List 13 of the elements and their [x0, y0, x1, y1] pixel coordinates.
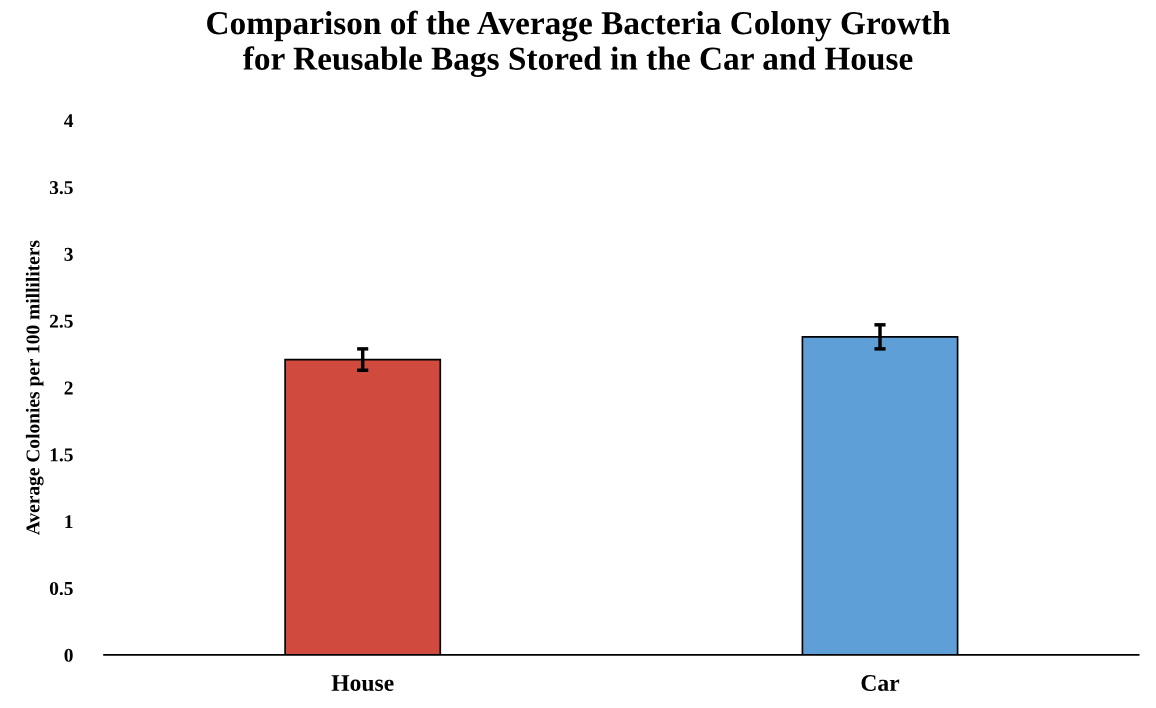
- y-tick-label: 1.5: [50, 448, 73, 462]
- y-tick-label: 1: [65, 515, 73, 529]
- x-tick-label: House: [331, 675, 394, 692]
- y-axis-title: Average Colonies per 100 milliliters: [25, 240, 44, 536]
- y-tick-label: 0: [64, 648, 73, 662]
- x-tick-label: Car: [861, 675, 900, 691]
- chart-title: Comparison of the Average Bacteria Colony Growth for Reusable Bags Stored in the Car and House: [207, 10, 950, 77]
- y-tick-label: 4: [64, 114, 74, 128]
- y-tick-label: 2.5: [50, 314, 73, 328]
- y-tick-label: 3: [64, 247, 73, 261]
- y-tick-label: 2: [64, 381, 73, 395]
- y-tick-label: 3.5: [49, 181, 73, 195]
- y-tick-label: 0.5: [49, 581, 73, 596]
